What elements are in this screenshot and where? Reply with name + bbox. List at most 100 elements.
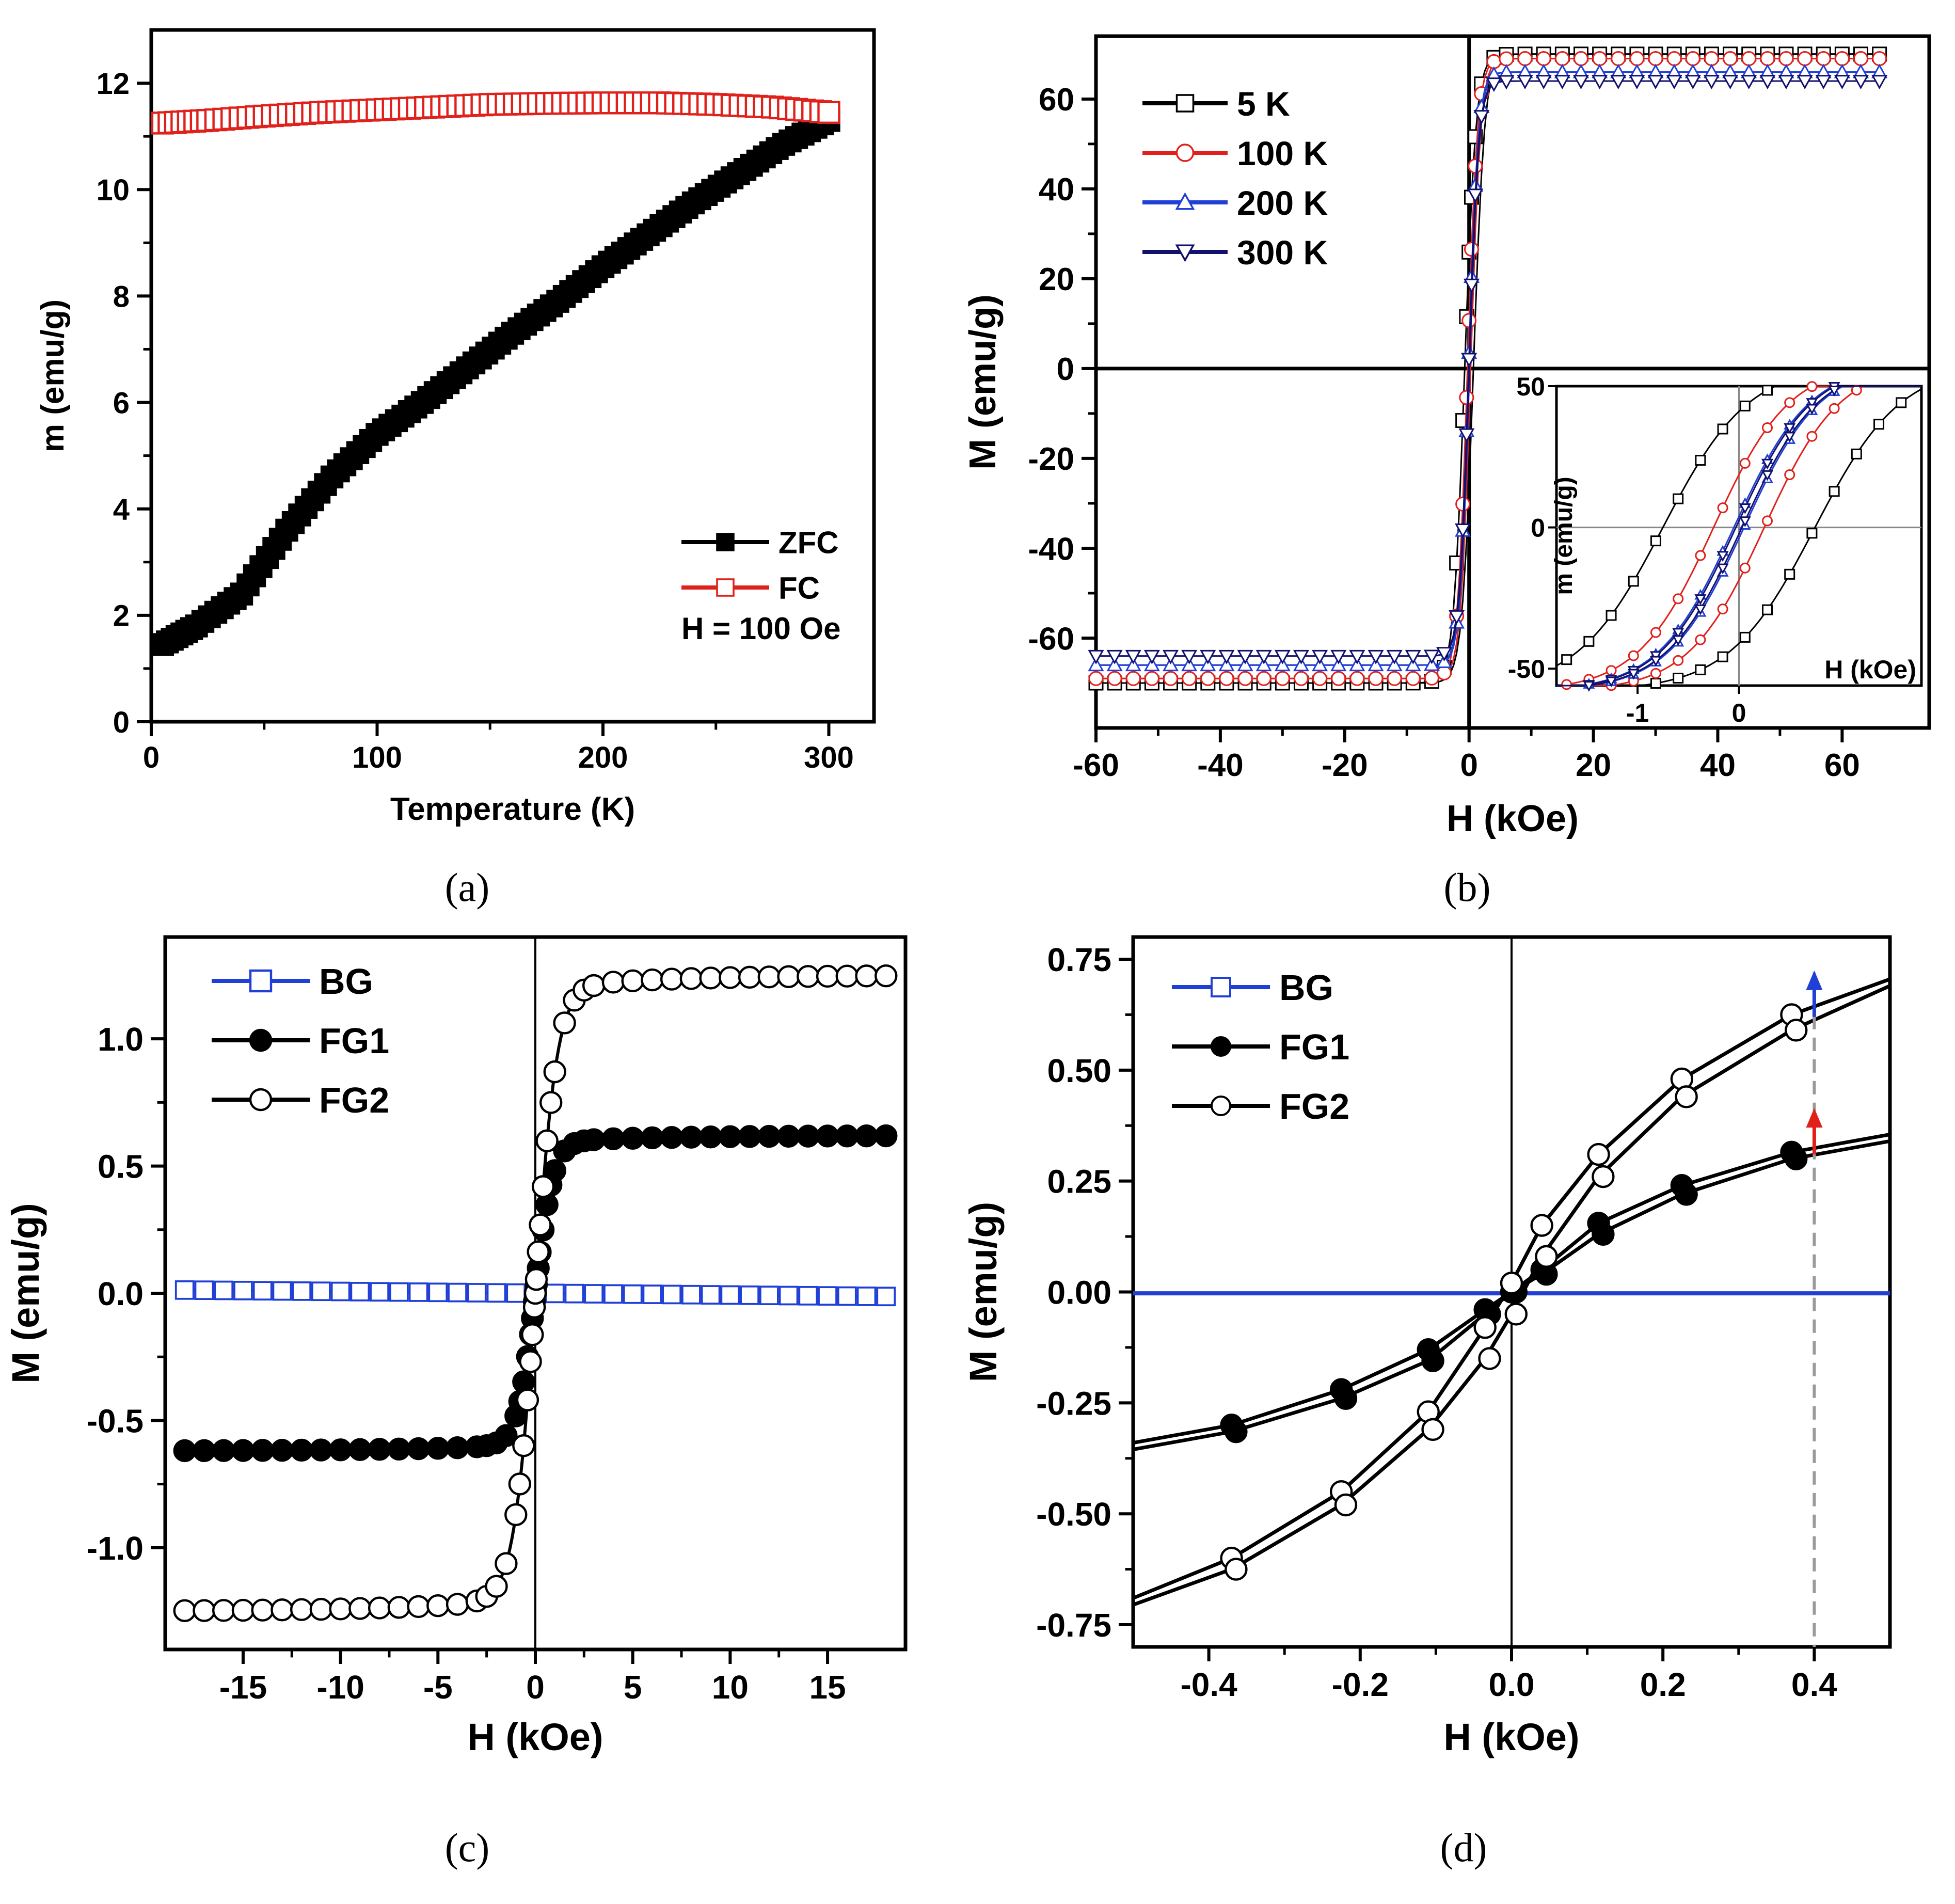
data-point xyxy=(1088,649,1104,664)
data-point xyxy=(1459,390,1474,405)
panel-label: (b) xyxy=(1444,865,1491,910)
data-point xyxy=(508,1472,532,1496)
data-point xyxy=(1610,75,1627,90)
data-point xyxy=(1464,242,1480,257)
inset-data-point xyxy=(1806,398,1818,409)
data-point xyxy=(1797,51,1813,67)
data-point xyxy=(512,1434,535,1457)
x-axis-title: H (kOe) xyxy=(1447,798,1579,839)
data-point xyxy=(1573,51,1588,67)
y-tick-label: -20 xyxy=(1028,441,1074,477)
inset-data-point xyxy=(1873,419,1885,430)
data-point xyxy=(757,1124,781,1148)
y-tick-label: 0 xyxy=(113,706,130,739)
inset-data-point xyxy=(1761,604,1773,615)
legend-marker xyxy=(249,1088,273,1112)
data-point xyxy=(448,1282,467,1303)
data-point xyxy=(1274,649,1291,664)
data-point xyxy=(1458,428,1475,443)
inset-series-100k xyxy=(1556,381,1921,691)
data-point xyxy=(1629,75,1645,90)
data-point xyxy=(1106,649,1123,664)
data-point xyxy=(720,1285,740,1305)
data-point xyxy=(1200,657,1216,672)
data-point xyxy=(1797,75,1813,90)
data-point xyxy=(1536,51,1551,67)
x-axis-title: H (kOe) xyxy=(467,1716,603,1758)
data-point xyxy=(1200,649,1216,664)
data-point xyxy=(777,965,800,988)
data-point xyxy=(467,1283,487,1303)
data-point xyxy=(582,1128,606,1151)
data-point xyxy=(1181,657,1198,672)
inset-data-point xyxy=(1806,431,1818,442)
y-tick-label: -60 xyxy=(1028,621,1074,657)
series-bg xyxy=(174,1280,896,1307)
y-tick-label: -40 xyxy=(1028,531,1074,567)
data-point xyxy=(1088,671,1104,686)
x-tick-label: -40 xyxy=(1197,748,1244,783)
data-point xyxy=(545,1283,565,1304)
data-point xyxy=(1107,671,1122,686)
data-point xyxy=(1237,657,1253,672)
inset-data-point xyxy=(1695,634,1706,645)
data-point xyxy=(1330,657,1347,672)
data-point xyxy=(601,971,625,994)
y-tick-label: 0.0 xyxy=(98,1275,144,1312)
x-tick-label: 20 xyxy=(1576,748,1611,783)
data-point xyxy=(564,1283,584,1304)
x-tick-label: 60 xyxy=(1824,748,1860,783)
data-point xyxy=(1312,649,1328,664)
inset-data-point xyxy=(1739,562,1751,574)
data-point xyxy=(1723,51,1738,67)
data-point xyxy=(309,1438,333,1462)
legend-marker xyxy=(1175,244,1195,262)
data-point xyxy=(777,1124,800,1148)
panel-label: (c) xyxy=(445,1825,490,1870)
data-point xyxy=(1125,649,1141,664)
data-point xyxy=(621,969,644,992)
data-point xyxy=(738,965,761,989)
inset-data-point xyxy=(1739,631,1751,643)
data-point xyxy=(1760,51,1775,67)
data-point xyxy=(1703,75,1720,90)
data-point xyxy=(252,1281,273,1301)
data-point xyxy=(759,1286,779,1306)
data-point xyxy=(1349,657,1365,672)
data-point xyxy=(1255,657,1272,672)
data-point xyxy=(1368,649,1384,664)
inset-y-tick-label: -50 xyxy=(1508,655,1545,684)
y-tick-label: 12 xyxy=(96,67,130,101)
data-point xyxy=(1592,1165,1615,1188)
data-point xyxy=(679,967,703,990)
inset-data-point xyxy=(1806,528,1818,539)
panel-b: -60 -40 -20 0 20 40 60 -60 -40 -20 0 20 40 60 H (kOe) M… xyxy=(962,34,1931,910)
inset-data-point xyxy=(1739,516,1751,527)
y-axis-title: M (emu/g) xyxy=(962,1202,1005,1382)
data-point xyxy=(407,1437,430,1461)
data-point xyxy=(855,1124,878,1148)
x-tick-label: 100 xyxy=(352,741,402,774)
y-tick-label: 0.25 xyxy=(1047,1163,1111,1200)
y-tick-label: -0.25 xyxy=(1036,1385,1111,1422)
y-tick-label: 2 xyxy=(113,599,130,633)
panel-label: (a) xyxy=(445,865,490,910)
x-tick-label: 0 xyxy=(526,1669,545,1706)
data-point xyxy=(173,1599,196,1623)
data-point xyxy=(679,1125,703,1149)
data-point xyxy=(1088,657,1104,672)
x-tick-label: 5 xyxy=(624,1669,642,1706)
data-point xyxy=(1535,75,1552,90)
inset-data-point xyxy=(1628,576,1639,587)
data-point xyxy=(348,1438,372,1462)
series-zfc xyxy=(151,109,840,656)
inset-data-point xyxy=(1673,655,1684,666)
inset-data-point xyxy=(1583,636,1595,647)
data-point xyxy=(719,966,742,989)
series-fc xyxy=(151,91,840,135)
data-point xyxy=(1473,1316,1497,1339)
data-point xyxy=(387,1437,411,1461)
data-point xyxy=(681,1284,701,1305)
data-point xyxy=(1666,75,1682,90)
